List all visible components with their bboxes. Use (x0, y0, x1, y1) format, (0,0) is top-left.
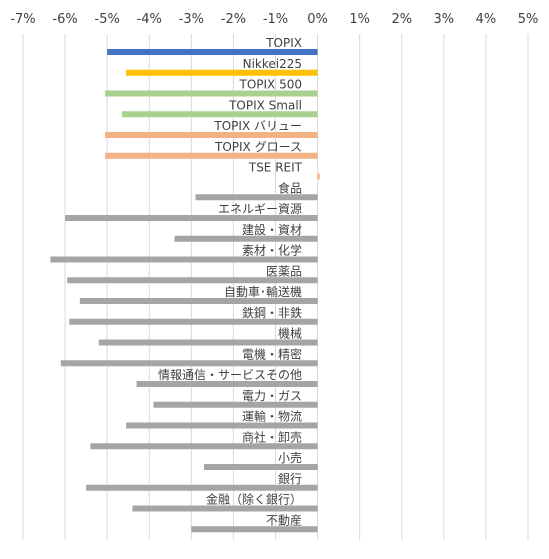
category-label: TSE REIT (248, 161, 303, 175)
x-tick-label: 3% (434, 12, 455, 27)
bar (203, 464, 318, 470)
x-tick-label: 0% (307, 12, 328, 27)
x-tick-label: 1% (349, 12, 370, 27)
x-tick-label: -6% (52, 12, 77, 27)
bar (153, 401, 318, 408)
category-label: TOPIX グロース (214, 140, 302, 154)
bar (86, 484, 318, 491)
bar (132, 505, 318, 512)
category-label: 小売 (278, 450, 302, 465)
category-label: 自動車･輸送機 (224, 284, 302, 299)
category-label: TOPIX Small (228, 98, 302, 112)
category-label: 商社・卸売 (242, 429, 302, 444)
category-labels: TOPIX Nikkei225 TOPIX 500 TOPIX Small TOPIX … (158, 36, 303, 527)
bars (50, 49, 320, 533)
bar (136, 381, 318, 387)
x-tick-label: 5% (518, 12, 539, 27)
bar (317, 173, 320, 180)
bar (105, 132, 318, 138)
category-label: 銀行 (278, 472, 302, 486)
bar (191, 526, 318, 533)
bar (50, 256, 318, 263)
category-label: 素材・化学 (242, 243, 302, 258)
x-tick-label: -5% (95, 12, 120, 27)
category-label: TOPIX 500 (239, 78, 303, 92)
bar (126, 422, 318, 429)
x-tick-label: 2% (391, 12, 412, 27)
category-label: エネルギー資源 (218, 202, 302, 216)
x-tick-label: -7% (10, 12, 35, 27)
bar (174, 235, 318, 242)
bar (65, 215, 318, 221)
bar (121, 111, 318, 118)
bar (105, 90, 318, 97)
x-tick-label: -1% (263, 12, 288, 27)
category-label: TOPIX (265, 36, 302, 50)
bar (79, 298, 318, 304)
bar (126, 69, 318, 76)
category-label: 情報通信・サービスその他 (158, 368, 302, 382)
bar (90, 443, 318, 450)
bar (98, 339, 318, 346)
bar (105, 152, 318, 159)
category-label: 金融（除く銀行） (206, 492, 302, 507)
category-label: 運輸・物流 (242, 409, 302, 424)
bar (60, 360, 318, 367)
x-axis-ticks: -7% -6% -5% -4% -3% -2% -1% 0% 1% 2% 3% 4% 5% (10, 12, 538, 27)
category-label: 不動産 (266, 512, 302, 527)
category-label: 鉄鋼・非鉄 (242, 305, 302, 320)
x-tick-label: -4% (137, 12, 162, 27)
category-label: Nikkei225 (243, 57, 302, 71)
category-label: 電機・精密 (242, 346, 302, 361)
x-tick-label: -3% (179, 12, 204, 27)
category-label: 食品 (278, 180, 302, 195)
category-label: 電力・ガス (242, 389, 302, 403)
x-tick-label: -2% (221, 12, 246, 27)
bar (195, 194, 318, 201)
category-label: 建設・資材 (242, 222, 302, 237)
category-label: TOPIX バリュー (213, 119, 302, 133)
bar (107, 49, 318, 55)
gridlines (22, 34, 529, 540)
x-tick-label: 4% (476, 12, 497, 27)
category-label: 機械 (278, 326, 302, 341)
bar (67, 277, 318, 284)
bar (69, 318, 318, 325)
category-label: 医薬品 (266, 264, 302, 278)
